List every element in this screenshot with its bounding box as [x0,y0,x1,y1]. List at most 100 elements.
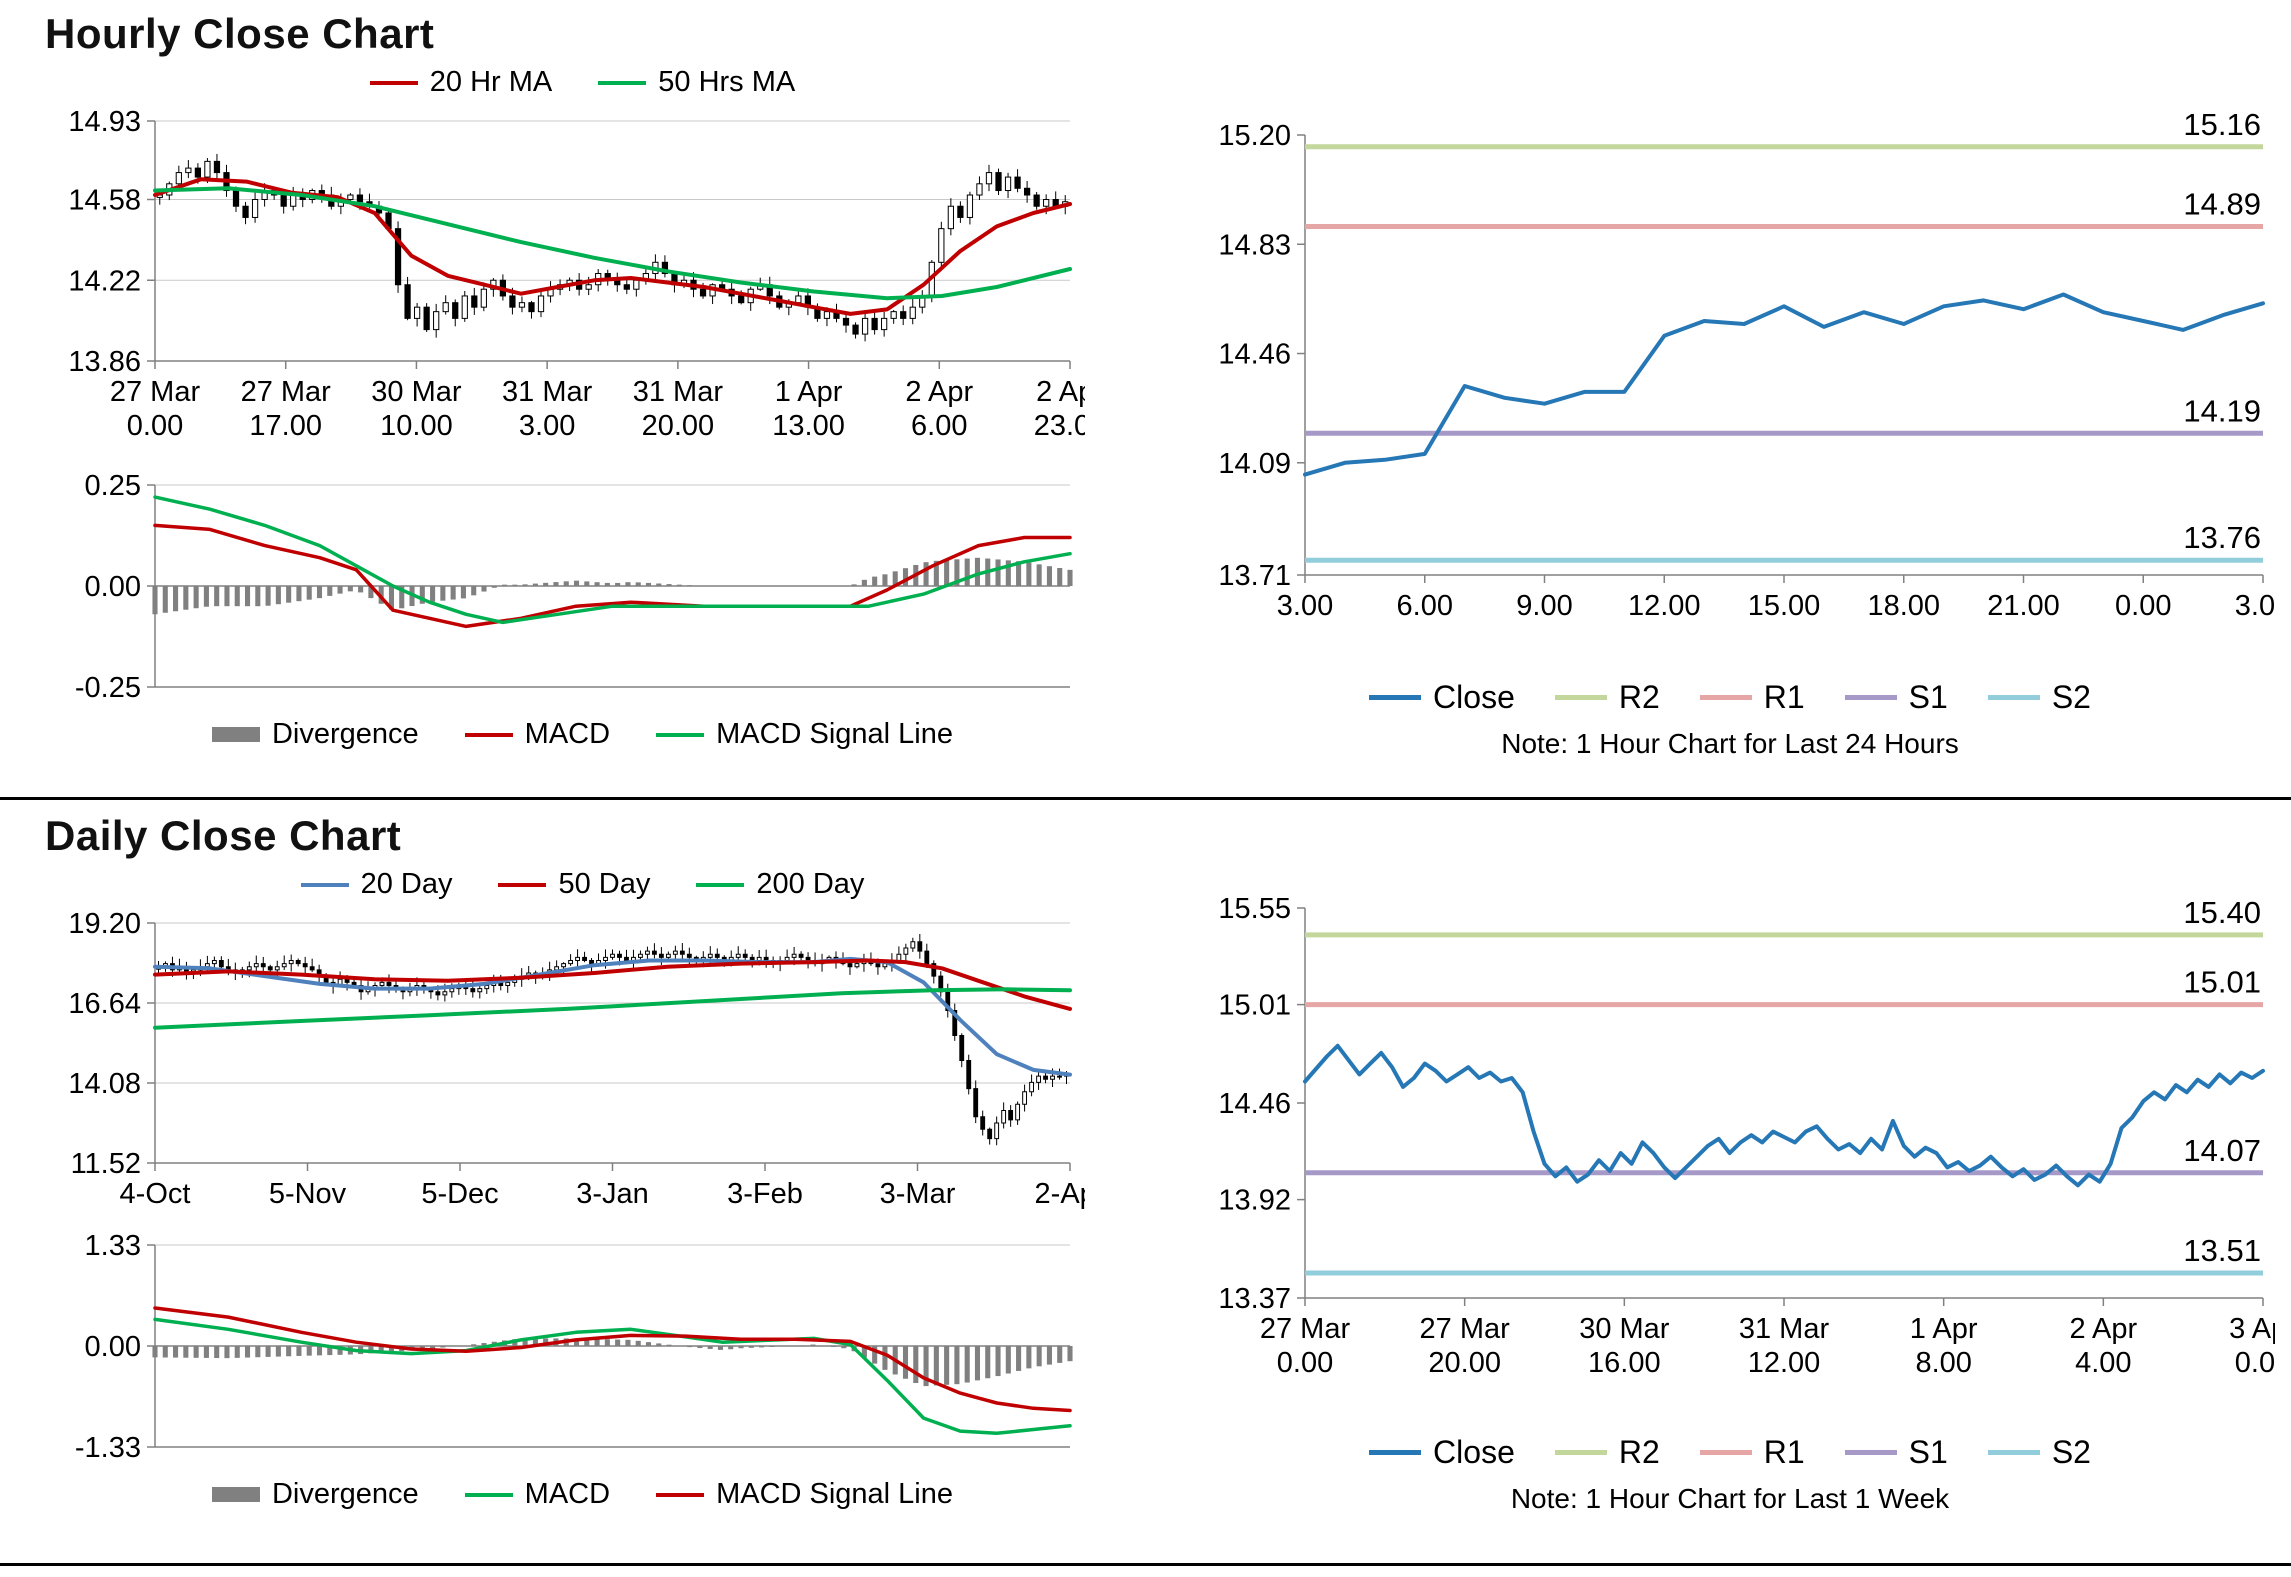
svg-text:3.00: 3.00 [1277,590,1333,622]
svg-text:0.00: 0.00 [1277,1347,1333,1379]
svg-text:14.08: 14.08 [68,1068,141,1100]
legend-item-200day-ma: 200 Day [696,868,864,901]
svg-text:4.00: 4.00 [2075,1347,2131,1379]
daily-macd-legend: Divergence MACD MACD Signal Line [45,1478,1120,1511]
legend-label: R1 [1763,1434,1805,1470]
legend-item-divergence: Divergence [211,718,419,751]
divergence-daily-swatch [211,1487,260,1502]
legend-label: Divergence [271,718,419,750]
svg-text:-0.25: -0.25 [75,672,141,704]
legend-item-r1-weekly: R1 [1699,1434,1805,1471]
svg-text:0.25: 0.25 [85,473,141,502]
legend-label: R1 [1763,679,1805,715]
s1-weekly-swatch [1844,1450,1897,1455]
divergence-swatch [211,727,260,742]
s2-line-swatch [1987,695,2040,700]
svg-text:16.00: 16.00 [1588,1347,1661,1379]
legend-label: 20 Day [360,868,453,900]
hourly-price-legend: 20 Hr MA 50 Hrs MA [45,66,1120,99]
svg-text:20.00: 20.00 [1428,1347,1501,1379]
svg-text:14.89: 14.89 [2183,187,2261,222]
svg-text:0.00: 0.00 [127,410,183,442]
ma-20hr-swatch [369,80,418,85]
svg-text:6.00: 6.00 [1397,590,1453,622]
legend-item-s1: S1 [1844,679,1948,716]
daily-macd-chart: 1.33 0.00 -1.33 [75,1233,1073,1464]
ma-20day-swatch [300,882,349,887]
ma-50hr-swatch [598,80,647,85]
svg-text:0.00: 0.00 [2235,1347,2275,1379]
svg-text:14.09: 14.09 [1218,448,1291,480]
svg-text:15.01: 15.01 [1218,990,1291,1022]
svg-text:31 Mar: 31 Mar [633,376,724,408]
svg-text:12.00: 12.00 [1628,590,1701,622]
svg-text:3 Apr: 3 Apr [2229,1313,2275,1345]
svg-text:30 Mar: 30 Mar [371,376,462,408]
legend-item-s2-weekly: S2 [1987,1434,2091,1471]
svg-text:15.00: 15.00 [1748,590,1821,622]
svg-text:23.00: 23.00 [1034,410,1085,442]
legend-label: S2 [2051,679,2091,715]
svg-text:0.00: 0.00 [85,571,141,603]
svg-text:21.00: 21.00 [1987,590,2060,622]
hourly-chart-note: Note: 1 Hour Chart for Last 24 Hours [1501,728,1959,759]
hourly-pivot-legend: Close R2 R1 S1 S2 [1185,679,2275,716]
macd-swatch [464,732,513,737]
svg-text:3.00: 3.00 [519,410,575,442]
svg-text:10.00: 10.00 [380,410,453,442]
svg-text:4-Oct: 4-Oct [120,1178,191,1210]
svg-text:14.46: 14.46 [1218,339,1291,371]
daily-price-legend: 20 Day 50 Day 200 Day [45,868,1120,901]
svg-text:2 Apr: 2 Apr [2069,1313,2137,1345]
svg-text:11.52: 11.52 [71,1148,141,1180]
svg-text:27 Mar: 27 Mar [110,376,201,408]
s2-weekly-swatch [1987,1450,2040,1455]
svg-text:14.22: 14.22 [68,265,141,297]
s1-line-swatch [1844,695,1897,700]
legend-label: 50 Day [558,868,651,900]
legend-label: 50 Hrs MA [658,66,796,98]
legend-item-50hr-ma: 50 Hrs MA [598,66,795,99]
svg-text:0.00: 0.00 [85,1331,141,1363]
svg-text:14.07: 14.07 [2183,1133,2261,1168]
r2-weekly-swatch [1554,1450,1607,1455]
legend-item-r1: R1 [1699,679,1805,716]
svg-text:14.58: 14.58 [68,185,141,217]
svg-text:13.86: 13.86 [68,346,141,378]
weekly-chart-note: Note: 1 Hour Chart for Last 1 Week [1510,1483,1950,1514]
svg-text:3-Mar: 3-Mar [880,1178,956,1210]
svg-text:5-Nov: 5-Nov [269,1178,347,1210]
legend-item-20hr-ma: 20 Hr MA [369,66,552,99]
svg-text:27 Mar: 27 Mar [1420,1313,1511,1345]
hourly-left-panel: Hourly Close Chart 20 Hr MA 50 Hrs MA 14… [45,10,1120,751]
svg-text:13.37: 13.37 [1218,1283,1291,1315]
svg-text:14.83: 14.83 [1218,229,1291,261]
ma-50day-swatch [498,882,547,887]
svg-text:0.00: 0.00 [2115,590,2171,622]
svg-text:3.00: 3.00 [2235,590,2275,622]
svg-text:27 Mar: 27 Mar [1260,1313,1351,1345]
legend-item-macd-signal: MACD Signal Line [656,718,953,751]
svg-text:-1.33: -1.33 [75,1432,141,1464]
legend-item-20day-ma: 20 Day [300,868,453,901]
ma-200day-swatch [696,882,745,887]
daily-right-panel: 15.55 15.01 14.46 13.92 13.37 27 Mar 0.00 27 Ma… [1185,858,2275,1515]
legend-label: Close [1433,679,1515,715]
legend-item-s1-weekly: S1 [1844,1434,1948,1471]
r1-line-swatch [1699,695,1752,700]
daily-price-chart: 19.20 16.64 14.08 11.524-Oct 5-Nov 5-Dec 3-Jan… [68,909,1085,1210]
svg-text:6.00: 6.00 [911,410,967,442]
legend-item-close-weekly: Close [1369,1434,1515,1471]
svg-text:2 Apr: 2 Apr [905,376,973,408]
legend-item-s2: S2 [1987,679,2091,716]
legend-label: MACD Signal Line [716,718,954,750]
legend-item-divergence-daily: Divergence [211,1478,419,1511]
legend-label: S1 [1908,1434,1948,1470]
legend-label: Close [1433,1434,1515,1470]
legend-label: R2 [1618,1434,1660,1470]
svg-text:15.16: 15.16 [2183,107,2261,142]
svg-text:20.00: 20.00 [642,410,715,442]
